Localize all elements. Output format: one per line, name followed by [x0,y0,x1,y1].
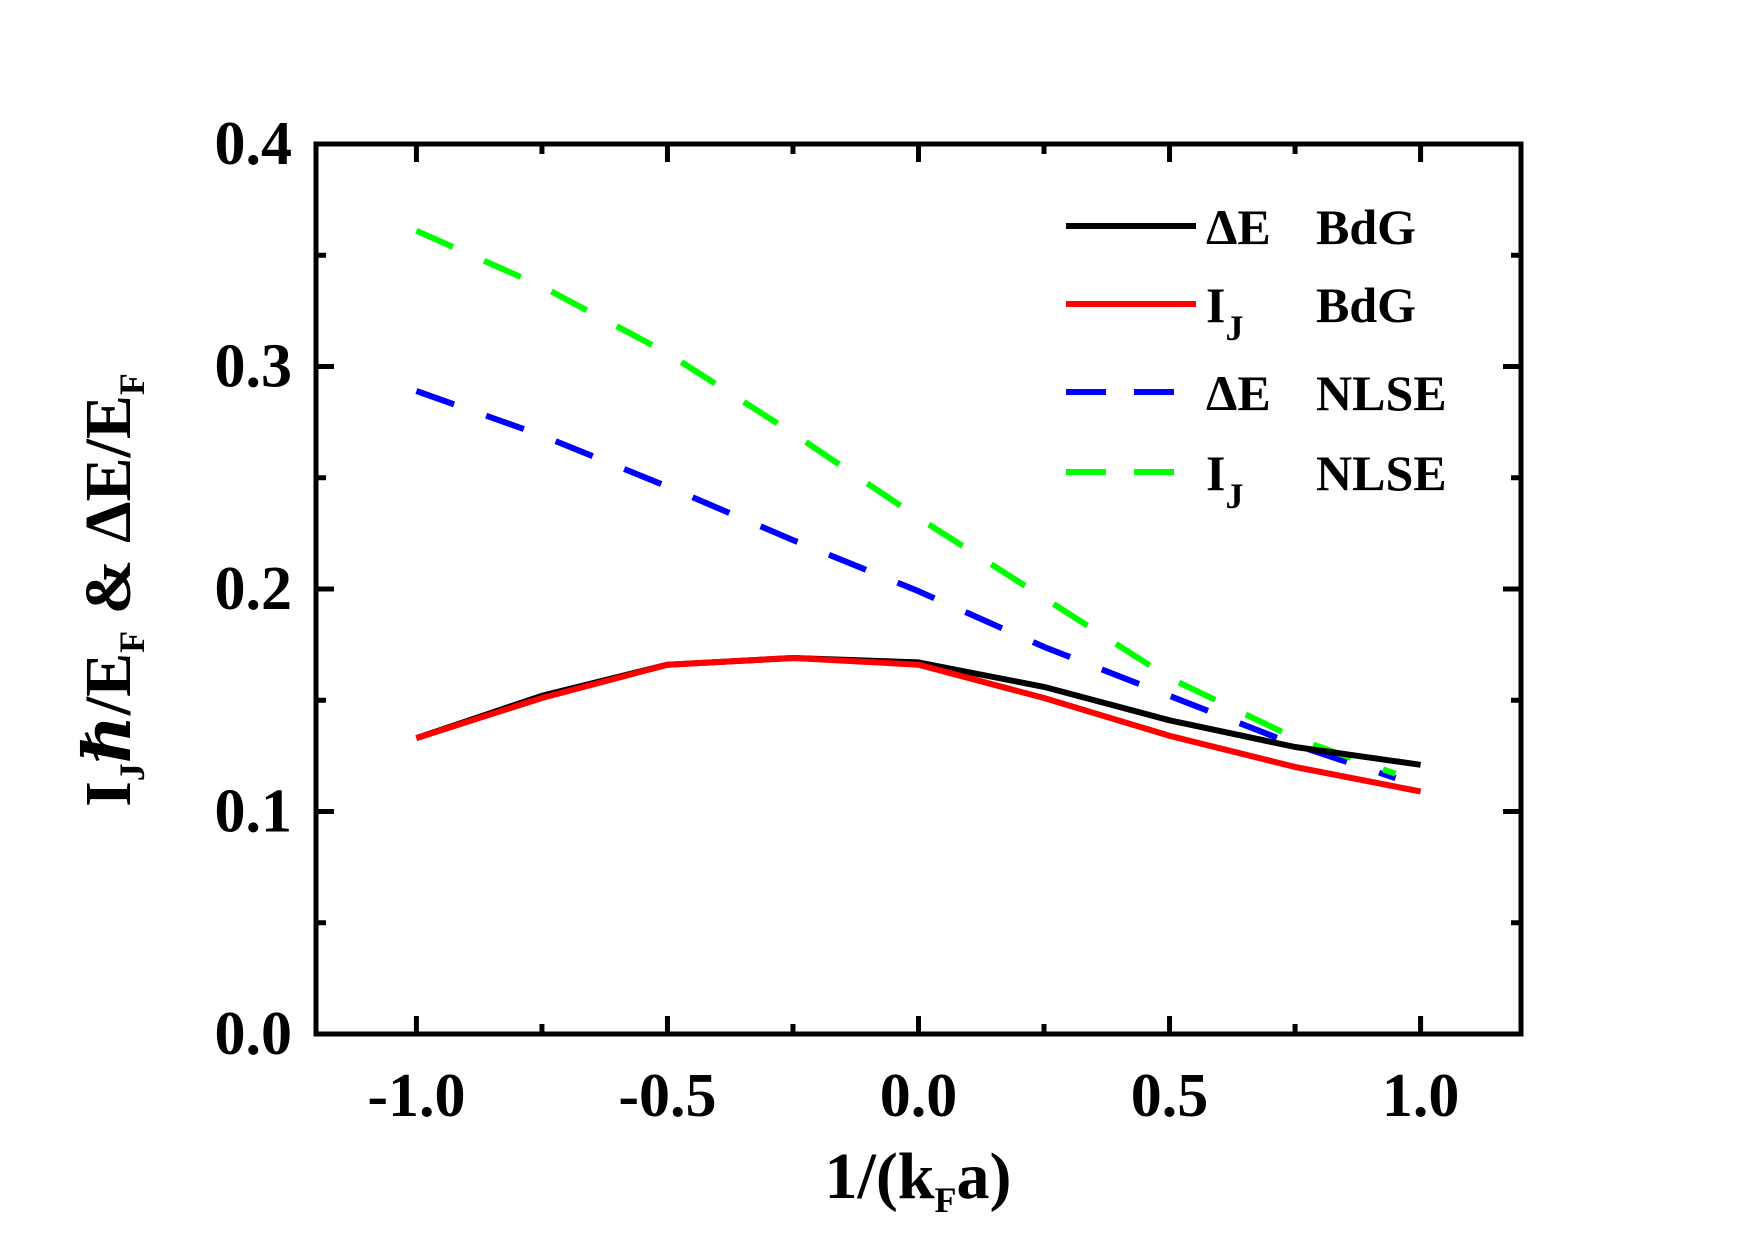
legend-method: NLSE [1316,445,1447,501]
y-tick-label: 0.1 [215,778,293,846]
y-tick-label: 0.3 [215,333,293,401]
legend-method: BdG [1316,199,1416,255]
legend-label: ΔE [1206,365,1271,421]
legend-label: IJ [1206,445,1243,516]
tick-labels: -1.0 -0.5 0.0 0.5 1.0 0.0 0.1 0.2 0.3 0.4 [215,110,1460,1130]
legend-label: ΔE [1206,199,1271,255]
series-line-ij-nlse [415,228,1397,777]
legend-method: BdG [1316,277,1416,333]
plot-lines [415,228,1422,795]
x-axis-title: 1/(kFa) [824,1140,1011,1220]
series-line--e-bdg [415,655,1422,768]
legend-method: NLSE [1316,365,1447,421]
legend-label: IJ [1206,277,1243,348]
x-tick-label: 0.5 [1131,1062,1209,1130]
y-tick-label: 0.2 [215,555,293,623]
x-tick-label: -1.0 [367,1062,465,1130]
x-tick-label: -0.5 [618,1062,716,1130]
y-tick-label: 0.4 [215,110,293,178]
y-axis-title: IJℏ/EF & ΔE/EF [72,373,152,807]
series-line--e-nlse [415,388,1397,781]
legend: ΔE BdG IJ BdG ΔE NLSE IJ NLSE [1066,199,1447,516]
ticks [316,141,1521,1037]
x-tick-label: 1.0 [1382,1062,1460,1130]
y-tick-label: 0.0 [215,1000,293,1068]
x-tick-label: 0.0 [880,1062,958,1130]
series-line-ij-bdg [415,655,1422,795]
